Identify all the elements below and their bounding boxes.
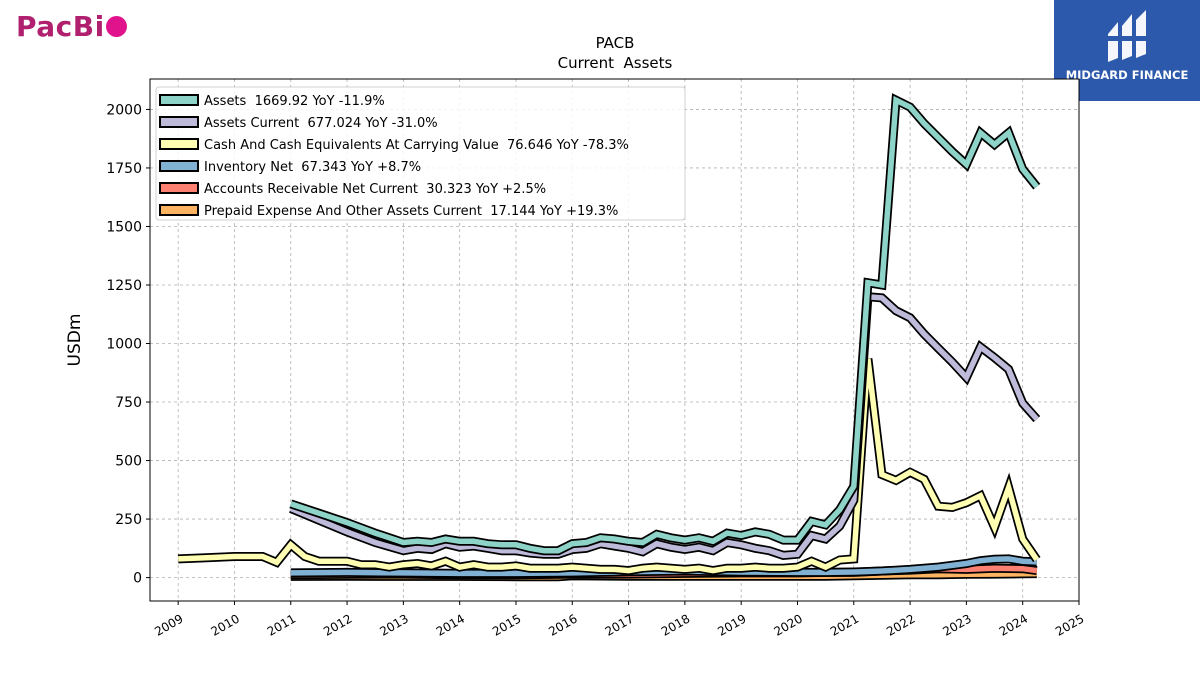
legend-box (155, 86, 686, 221)
legend-label: Assets Current 677.024 YoY -31.0% (204, 116, 438, 131)
chart-subtitle: Current Assets (558, 54, 673, 72)
series-line (178, 358, 1040, 574)
x-tick-label: 2016 (546, 611, 579, 638)
chart-title: PACB (596, 34, 635, 52)
x-tick-label: 2011 (265, 611, 298, 638)
y-tick-label: 750 (115, 395, 142, 411)
legend-label: Accounts Receivable Net Current 30.323 Y… (204, 182, 546, 197)
series-line (289, 95, 1039, 554)
y-tick-label: 2000 (106, 102, 142, 118)
series-line (290, 556, 1037, 577)
watermark-text: MIDGARD FINANCE (1065, 68, 1189, 82)
legend-label: Assets 1669.92 YoY -11.9% (204, 94, 385, 109)
logo-dot (105, 16, 127, 37)
x-tick-label: 2014 (434, 611, 467, 638)
plot-frame (149, 78, 1080, 602)
x-tick-label: 2025 (1053, 611, 1086, 638)
y-tick-label: 500 (115, 454, 142, 470)
x-tick-label: 2015 (490, 611, 523, 638)
x-tick-label: 2021 (828, 611, 861, 638)
legend-swatch (159, 182, 199, 194)
y-tick-label: 250 (115, 512, 142, 528)
legend-label: Inventory Net 67.343 YoY +8.7% (204, 160, 421, 175)
legend-swatch (159, 138, 199, 150)
x-tick-label: 2012 (321, 611, 354, 638)
x-tick-label: 2017 (603, 611, 636, 638)
x-tick-label: 2010 (209, 611, 242, 638)
y-tick-label: 1500 (106, 219, 142, 235)
x-tick-label: 2024 (997, 611, 1030, 638)
y-tick-label: 0 (133, 571, 142, 587)
y-axis-label: USDm (65, 314, 85, 367)
x-tick-label: 2013 (377, 611, 410, 638)
legend-label: Prepaid Expense And Other Assets Current… (204, 204, 618, 219)
legend-swatch (159, 116, 199, 128)
legend-swatch (159, 160, 199, 172)
y-tick-label: 1000 (106, 337, 142, 353)
legend-swatch (159, 94, 199, 106)
logo-text: PacBi (16, 10, 105, 43)
x-tick-label: 2019 (715, 611, 748, 638)
x-tick-label: 2009 (152, 611, 185, 638)
legend-label: Cash And Cash Equivalents At Carrying Va… (204, 138, 629, 153)
legend-swatch (159, 204, 199, 216)
pacbio-logo: PacBi (16, 10, 127, 43)
watermark-emblem (1106, 10, 1148, 62)
x-tick-label: 2023 (940, 611, 973, 638)
series-line (289, 293, 1039, 559)
y-tick-label: 1750 (106, 161, 142, 177)
x-tick-label: 2020 (772, 611, 805, 638)
x-tick-label: 2018 (659, 611, 692, 638)
x-tick-label: 2022 (884, 611, 917, 638)
y-tick-label: 1250 (106, 278, 142, 294)
